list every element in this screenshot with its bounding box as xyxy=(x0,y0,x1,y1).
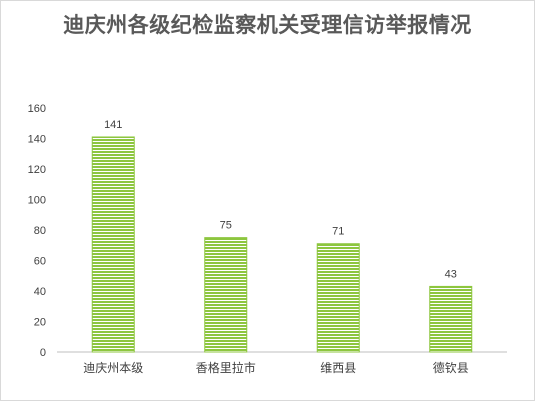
y-tick-label: 60 xyxy=(34,256,46,268)
category-label: 德钦县 xyxy=(433,360,469,375)
y-tick-label: 80 xyxy=(34,225,46,237)
bar xyxy=(204,237,248,353)
chart-title: 迪庆州各级纪检监察机关受理信访举报情况 xyxy=(63,12,472,37)
category-label: 迪庆州本级 xyxy=(83,361,143,375)
data-label: 71 xyxy=(332,226,344,238)
data-label: 141 xyxy=(104,119,122,131)
bar xyxy=(429,285,473,353)
y-tick-label: 120 xyxy=(28,164,46,176)
category-label: 维西县 xyxy=(320,361,356,375)
y-axis-ticks: 0 20 40 60 80 100 120 140 160 xyxy=(28,103,46,359)
y-tick-label: 40 xyxy=(34,286,46,298)
category-labels-group: 迪庆州本级 香格里拉市 维西县 德钦县 xyxy=(83,360,469,375)
data-labels-group: 141 75 71 43 xyxy=(104,119,457,280)
y-tick-label: 100 xyxy=(28,195,46,207)
bars-group xyxy=(91,136,473,353)
y-tick-label: 0 xyxy=(40,347,46,359)
category-label: 香格里拉市 xyxy=(196,360,256,375)
bar xyxy=(91,136,135,353)
data-label: 75 xyxy=(220,220,232,232)
y-tick-label: 160 xyxy=(28,103,46,115)
y-tick-label: 140 xyxy=(28,134,46,146)
bar xyxy=(316,243,360,353)
data-label: 43 xyxy=(445,268,457,280)
y-tick-label: 20 xyxy=(34,317,46,329)
